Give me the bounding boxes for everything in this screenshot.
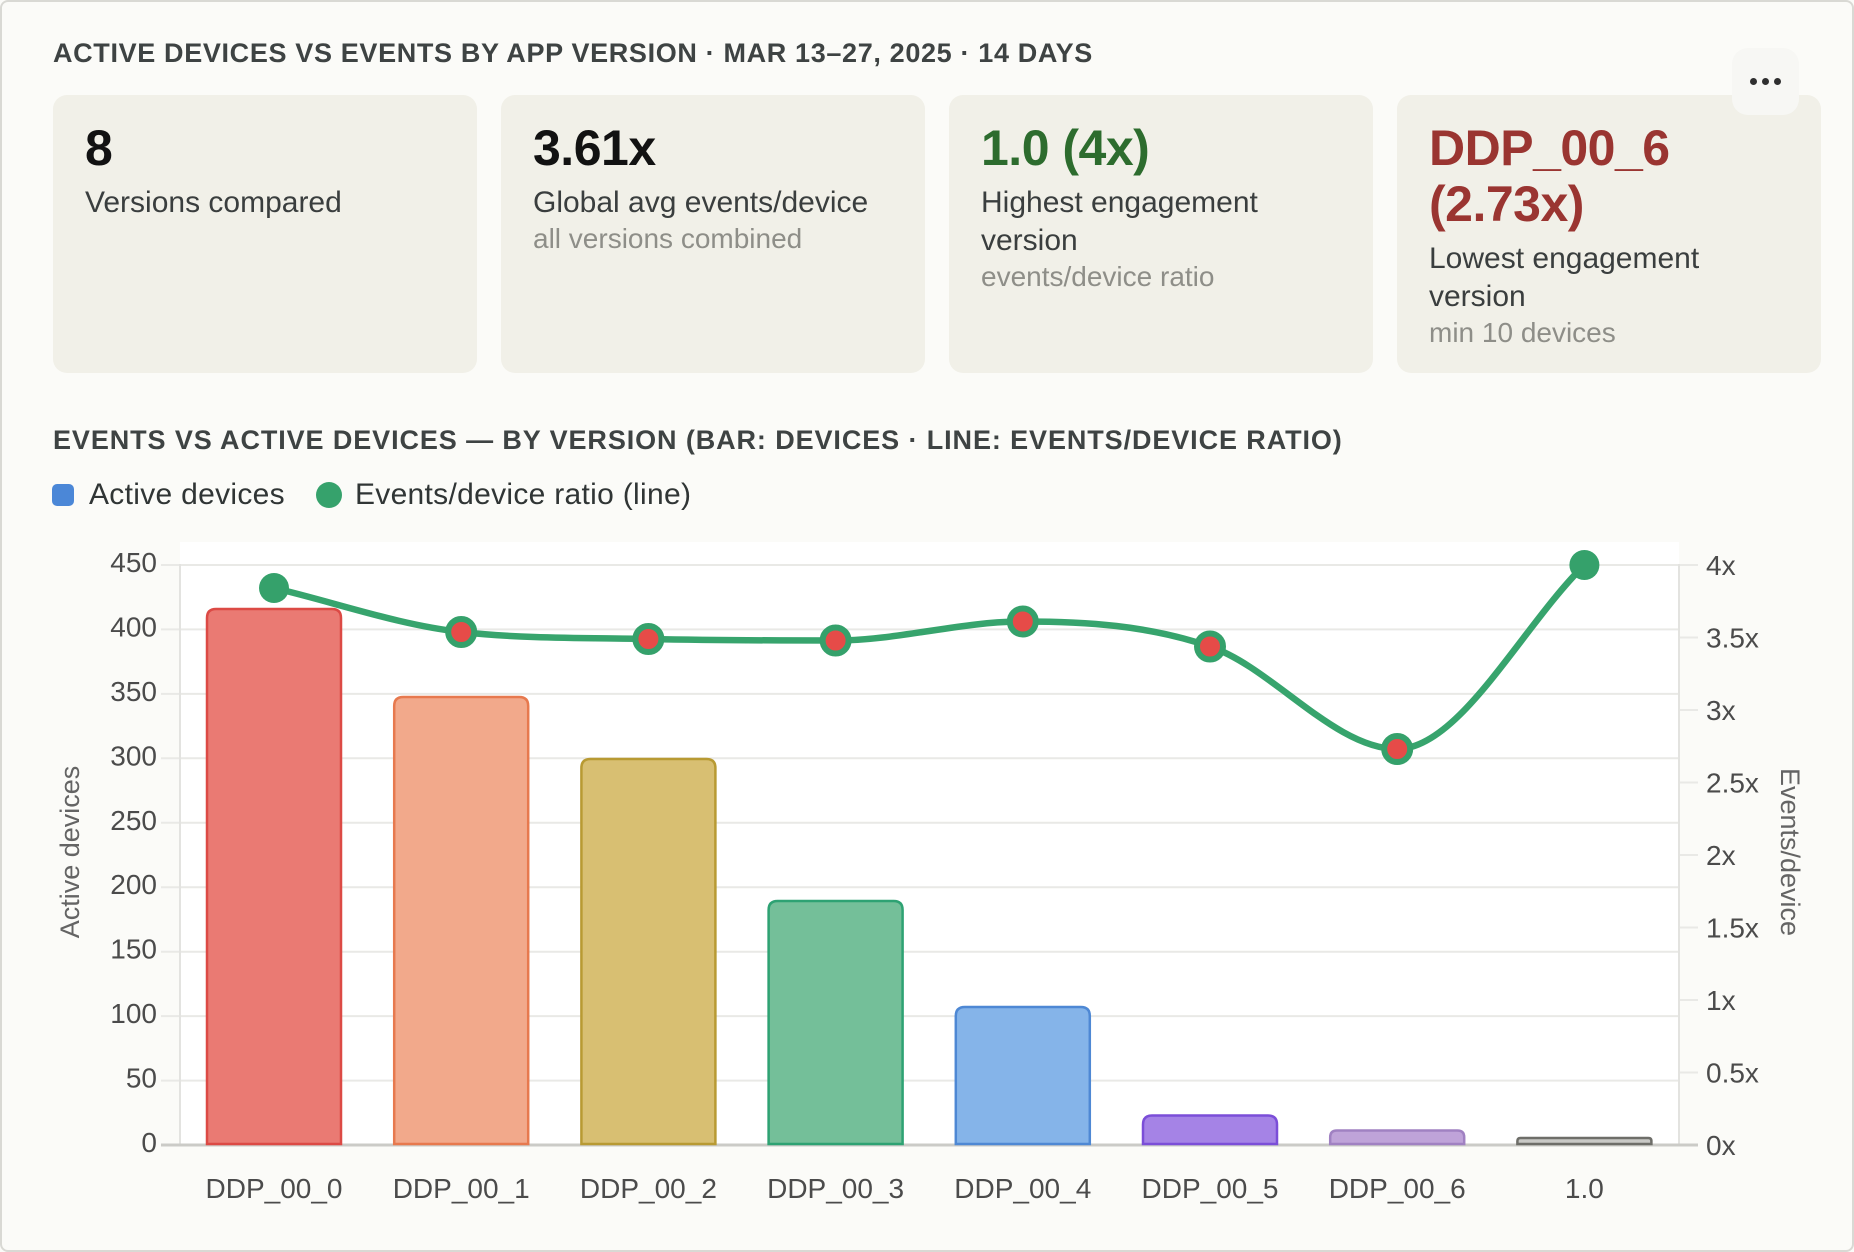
svg-text:DDP_00_4: DDP_00_4 [954, 1173, 1091, 1204]
svg-text:2x: 2x [1706, 840, 1736, 871]
svg-text:0x: 0x [1706, 1130, 1736, 1161]
svg-text:450: 450 [110, 547, 157, 578]
svg-text:3.5x: 3.5x [1706, 623, 1759, 654]
svg-text:150: 150 [110, 934, 157, 965]
svg-text:DDP_00_1: DDP_00_1 [393, 1173, 530, 1204]
svg-text:1.5x: 1.5x [1706, 913, 1759, 944]
svg-text:0.5x: 0.5x [1706, 1058, 1759, 1089]
svg-text:Events/device: Events/device [1775, 768, 1805, 936]
svg-text:DDP_00_6: DDP_00_6 [1329, 1173, 1466, 1204]
svg-text:Active devices: Active devices [55, 766, 85, 939]
svg-text:4x: 4x [1706, 550, 1736, 581]
svg-text:50: 50 [126, 1063, 157, 1094]
svg-text:2.5x: 2.5x [1706, 768, 1759, 799]
svg-text:300: 300 [110, 740, 157, 771]
svg-text:250: 250 [110, 805, 157, 836]
svg-text:DDP_00_2: DDP_00_2 [580, 1173, 717, 1204]
svg-text:200: 200 [110, 869, 157, 900]
svg-text:DDP_00_5: DDP_00_5 [1142, 1173, 1279, 1204]
svg-text:400: 400 [110, 611, 157, 642]
svg-text:DDP_00_0: DDP_00_0 [206, 1173, 343, 1204]
svg-text:100: 100 [110, 998, 157, 1029]
svg-text:3x: 3x [1706, 695, 1736, 726]
svg-text:1.0: 1.0 [1565, 1173, 1604, 1204]
svg-text:0: 0 [141, 1127, 157, 1158]
svg-text:350: 350 [110, 676, 157, 707]
svg-text:1x: 1x [1706, 985, 1736, 1016]
svg-text:DDP_00_3: DDP_00_3 [767, 1173, 904, 1204]
